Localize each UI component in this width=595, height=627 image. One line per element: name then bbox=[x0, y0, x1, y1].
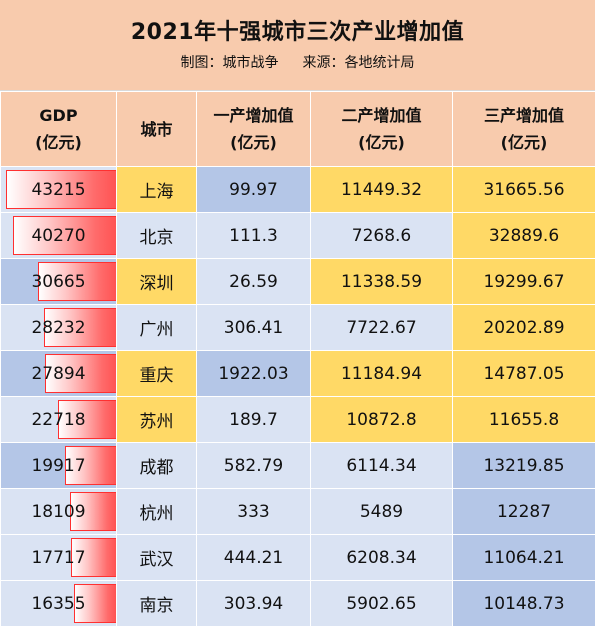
city-cell: 深圳 bbox=[116, 258, 197, 305]
gdp-value: 30665 bbox=[31, 271, 86, 292]
table-row: 40270 北京 111.3 7268.6 32889.6 bbox=[0, 212, 595, 259]
gdp-value: 18109 bbox=[31, 501, 86, 522]
gdp-value: 43215 bbox=[31, 179, 86, 200]
gdp-data-bar bbox=[37, 262, 116, 301]
city-cell: 北京 bbox=[116, 212, 197, 259]
gdp-value: 22718 bbox=[31, 409, 86, 430]
secondary-value-cell: 5489 bbox=[310, 488, 453, 535]
source-credit: 来源：各地统计局 bbox=[302, 55, 415, 71]
gdp-cell: 43215 bbox=[0, 166, 117, 213]
gdp-data-bar bbox=[5, 170, 116, 209]
header-secondary: 二产增加值 (亿元) bbox=[310, 91, 453, 167]
tertiary-value-cell: 31665.56 bbox=[452, 166, 595, 213]
table-row: 28232 广州 306.41 7722.67 20202.89 bbox=[0, 304, 595, 351]
secondary-value-cell: 6114.34 bbox=[310, 442, 453, 489]
secondary-value-cell: 11338.59 bbox=[310, 258, 453, 305]
gdp-cell: 22718 bbox=[0, 396, 117, 443]
city-cell: 苏州 bbox=[116, 396, 197, 443]
subtitle: 制图：城市战争 来源：各地统计局 bbox=[0, 52, 595, 72]
primary-value-cell: 582.79 bbox=[196, 442, 311, 489]
data-table: GDP (亿元) 城市 一产增加值 (亿元) 二产增加值 (亿元) 三产增加值 (亿元)… bbox=[0, 91, 595, 627]
tertiary-value-cell: 32889.6 bbox=[452, 212, 595, 259]
primary-value-cell: 1922.03 bbox=[196, 350, 311, 397]
secondary-value-cell: 5902.65 bbox=[310, 580, 453, 627]
secondary-value-cell: 7722.67 bbox=[310, 304, 453, 351]
gdp-value: 19917 bbox=[31, 455, 86, 476]
tertiary-value-cell: 11064.21 bbox=[452, 534, 595, 581]
header-primary: 一产增加值 (亿元) bbox=[196, 91, 311, 167]
secondary-value-cell: 10872.8 bbox=[310, 396, 453, 443]
table-row: 16355 南京 303.94 5902.65 10148.73 bbox=[0, 580, 595, 627]
primary-value-cell: 99.97 bbox=[196, 166, 311, 213]
gdp-cell: 16355 bbox=[0, 580, 117, 627]
gdp-value: 16355 bbox=[31, 593, 86, 614]
primary-value-cell: 189.7 bbox=[196, 396, 311, 443]
table-row: 17717 武汉 444.21 6208.34 11064.21 bbox=[0, 534, 595, 581]
city-cell: 上海 bbox=[116, 166, 197, 213]
table-row: 30665 深圳 26.59 11338.59 19299.67 bbox=[0, 258, 595, 305]
header-row: GDP (亿元) 城市 一产增加值 (亿元) 二产增加值 (亿元) 三产增加值 (亿元) bbox=[0, 91, 595, 167]
secondary-value-cell: 6208.34 bbox=[310, 534, 453, 581]
tertiary-value-cell: 10148.73 bbox=[452, 580, 595, 627]
table-row: 22718 苏州 189.7 10872.8 11655.8 bbox=[0, 396, 595, 443]
gdp-value: 40270 bbox=[31, 225, 86, 246]
gdp-value: 17717 bbox=[31, 547, 86, 568]
gdp-cell: 17717 bbox=[0, 534, 117, 581]
header-tertiary: 三产增加值 (亿元) bbox=[452, 91, 595, 167]
table-row: 19917 成都 582.79 6114.34 13219.85 bbox=[0, 442, 595, 489]
primary-value-cell: 444.21 bbox=[196, 534, 311, 581]
tertiary-value-cell: 14787.05 bbox=[452, 350, 595, 397]
gdp-data-bar bbox=[57, 400, 116, 439]
city-cell: 南京 bbox=[116, 580, 197, 627]
secondary-value-cell: 11184.94 bbox=[310, 350, 453, 397]
tertiary-value-cell: 11655.8 bbox=[452, 396, 595, 443]
gdp-cell: 30665 bbox=[0, 258, 117, 305]
gdp-value: 28232 bbox=[31, 317, 86, 338]
city-cell: 广州 bbox=[116, 304, 197, 351]
gdp-data-bar bbox=[13, 216, 116, 255]
gdp-cell: 18109 bbox=[0, 488, 117, 535]
gdp-data-bar bbox=[69, 492, 116, 531]
primary-value-cell: 306.41 bbox=[196, 304, 311, 351]
gdp-data-bar bbox=[65, 446, 116, 485]
secondary-value-cell: 11449.32 bbox=[310, 166, 453, 213]
tertiary-value-cell: 19299.67 bbox=[452, 258, 595, 305]
title-band: 2021年十强城市三次产业增加值 制图：城市战争 来源：各地统计局 bbox=[0, 0, 595, 91]
city-cell: 成都 bbox=[116, 442, 197, 489]
secondary-value-cell: 7268.6 bbox=[310, 212, 453, 259]
gdp-data-bar bbox=[74, 584, 116, 623]
table-row: 18109 杭州 333 5489 12287 bbox=[0, 488, 595, 535]
tertiary-value-cell: 20202.89 bbox=[452, 304, 595, 351]
gdp-cell: 27894 bbox=[0, 350, 117, 397]
page-title: 2021年十强城市三次产业增加值 bbox=[130, 20, 465, 45]
table-row: 43215 上海 99.97 11449.32 31665.56 bbox=[0, 166, 595, 213]
city-cell: 杭州 bbox=[116, 488, 197, 535]
gdp-data-bar bbox=[44, 354, 116, 393]
gdp-value: 27894 bbox=[31, 363, 86, 384]
header-gdp: GDP (亿元) bbox=[0, 91, 117, 167]
gdp-data-bar bbox=[43, 308, 116, 347]
city-cell: 重庆 bbox=[116, 350, 197, 397]
primary-value-cell: 333 bbox=[196, 488, 311, 535]
header-city: 城市 bbox=[116, 91, 197, 167]
tertiary-value-cell: 12287 bbox=[452, 488, 595, 535]
primary-value-cell: 111.3 bbox=[196, 212, 311, 259]
gdp-cell: 28232 bbox=[0, 304, 117, 351]
maker-credit: 制图：城市战争 bbox=[180, 55, 279, 71]
gdp-data-bar bbox=[70, 538, 116, 577]
primary-value-cell: 303.94 bbox=[196, 580, 311, 627]
table-row: 27894 重庆 1922.03 11184.94 14787.05 bbox=[0, 350, 595, 397]
tertiary-value-cell: 13219.85 bbox=[452, 442, 595, 489]
gdp-cell: 19917 bbox=[0, 442, 117, 489]
gdp-cell: 40270 bbox=[0, 212, 117, 259]
city-cell: 武汉 bbox=[116, 534, 197, 581]
primary-value-cell: 26.59 bbox=[196, 258, 311, 305]
